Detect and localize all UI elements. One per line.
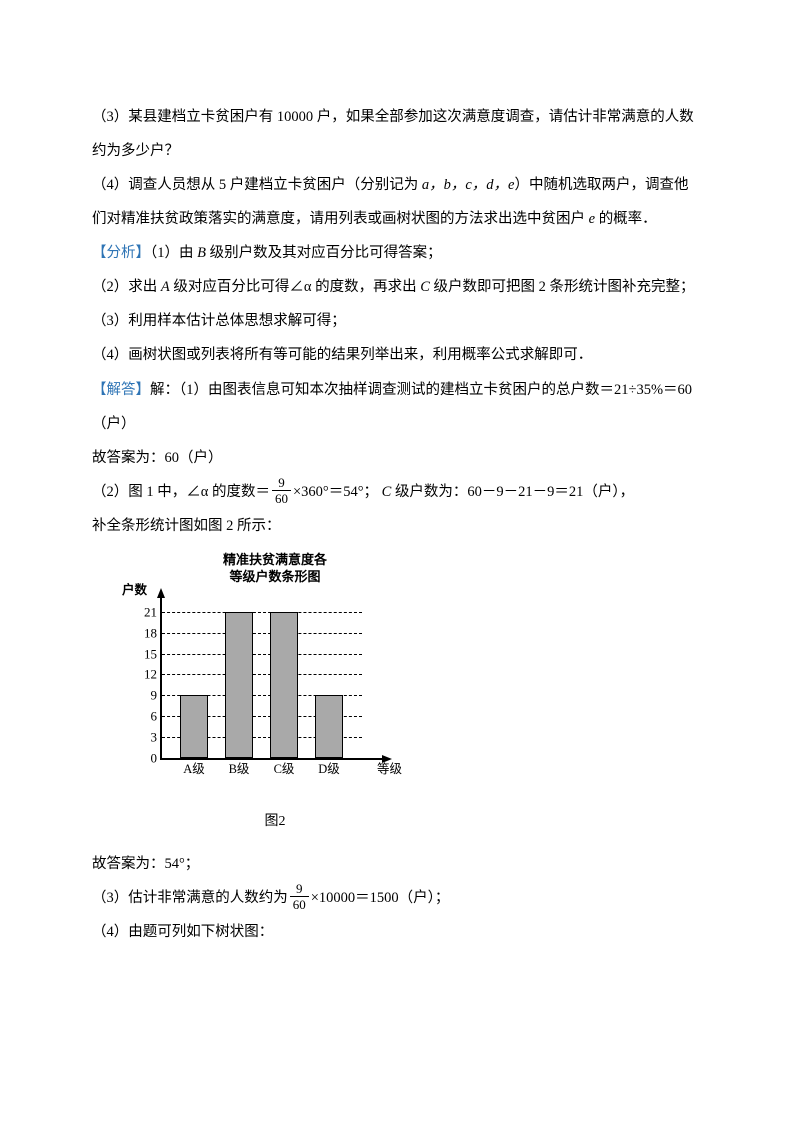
- a1b: 级别户数及其对应百分比可得答案；: [206, 245, 442, 261]
- solve-line-1: 【解答】解：（1）由图表信息可知本次抽样调查测试的建档立卡贫困户的总户数＝21÷…: [92, 373, 702, 441]
- analysis-line-3: （3）利用样本估计总体思想求解可得；: [92, 304, 702, 338]
- a2a: （2）求出: [92, 279, 161, 295]
- frac-num: 9: [290, 882, 309, 897]
- chart-title-l1: 精准扶贫满意度各: [223, 552, 327, 567]
- question-3: （3）某县建档立卡贫困户有 10000 户，如果全部参加这次满意度调查，请估计非…: [92, 100, 702, 168]
- y-tick-label: 9: [151, 689, 158, 702]
- chart-box: 户数 等级 036912151821A级B级C级D级: [120, 590, 390, 780]
- fraction-9-60-b: 960: [290, 882, 309, 911]
- question-4: （4）调查人员想从 5 户建档立卡贫困户（分别记为 a，b，c，d，e）中随机选…: [92, 168, 702, 236]
- frac-den: 60: [290, 897, 309, 911]
- x-axis-label: 等级: [377, 763, 402, 776]
- bar-chart: 精准扶贫满意度各 等级户数条形图 户数 等级 036912151821A级B级C…: [120, 551, 400, 839]
- analysis-line-2: （2）求出 A 级对应百分比可得∠α 的度数，再求出 C 级户数即可把图 2 条…: [92, 270, 702, 304]
- y-tick-label: 0: [151, 751, 158, 764]
- solve-line-2e: 故答案为：54°；: [92, 847, 702, 881]
- chart-title: 精准扶贫满意度各 等级户数条形图: [150, 551, 400, 586]
- bar: [315, 695, 343, 758]
- solve-label: 【解答】: [92, 382, 150, 398]
- plot-area: 等级 036912151821A级B级C级D级: [160, 598, 382, 760]
- y-tick-label: 6: [151, 710, 158, 723]
- solve-line-3: （3）估计非常满意的人数约为960×10000＝1500（户）；: [92, 881, 702, 915]
- solve-line-2d: 补全条形统计图如图 2 所示：: [92, 509, 702, 543]
- frac-den: 60: [272, 491, 291, 505]
- grid-line: [162, 674, 362, 675]
- bar: [180, 695, 208, 758]
- grid-line: [162, 654, 362, 655]
- bar: [225, 612, 253, 758]
- s2b: ×360°＝54°；: [293, 484, 382, 500]
- chart-caption: 图2: [150, 806, 400, 839]
- s2a: （2）图 1 中，∠α 的度数＝: [92, 484, 270, 500]
- s3a: （3）估计非常满意的人数约为: [92, 890, 288, 906]
- y-tick-label: 18: [144, 626, 157, 639]
- q4-vars: a，b，c，d，e: [422, 177, 515, 193]
- page-content: （3）某县建档立卡贫困户有 10000 户，如果全部参加这次满意度调查，请估计非…: [0, 0, 794, 999]
- arrow-y-icon: [157, 588, 165, 598]
- y-tick-label: 15: [144, 647, 157, 660]
- fraction-9-60-a: 960: [272, 476, 291, 505]
- y-tick-label: 21: [144, 605, 157, 618]
- grid-line: [162, 612, 362, 613]
- a2-A: A: [161, 279, 170, 295]
- x-tick-label: B级: [219, 763, 259, 776]
- y-axis-label: 户数: [122, 584, 147, 597]
- grid-line: [162, 633, 362, 634]
- x-tick-label: D级: [309, 763, 349, 776]
- solve-line-1b: 故答案为：60（户）: [92, 441, 702, 475]
- x-tick-label: A级: [174, 763, 214, 776]
- analysis-label: 【分析】: [92, 245, 150, 261]
- a2b: 级对应百分比可得∠α 的度数，再求出: [170, 279, 420, 295]
- a1-B: B: [197, 245, 206, 261]
- y-tick-label: 12: [144, 668, 157, 681]
- analysis-line-1: 【分析】（1）由 B 级别户数及其对应百分比可得答案；: [92, 236, 702, 270]
- a2-C: C: [420, 279, 430, 295]
- s1a: 解：（1）由图表信息可知本次抽样调查测试的建档立卡贫困户的总户数＝21÷35%＝…: [92, 382, 692, 432]
- frac-num: 9: [272, 476, 291, 491]
- y-tick-label: 3: [151, 731, 158, 744]
- s2c: 级户数为：60－9－21－9＝21（户），: [391, 484, 634, 500]
- s2-C: C: [382, 484, 392, 500]
- analysis-line-4: （4）画树状图或列表将所有等可能的结果列举出来，利用概率公式求解即可．: [92, 338, 702, 372]
- x-tick-label: C级: [264, 763, 304, 776]
- a1a: （1）由: [150, 245, 197, 261]
- solve-line-4: （4）由题可列如下树状图：: [92, 915, 702, 949]
- solve-line-2: （2）图 1 中，∠α 的度数＝960×360°＝54°； C 级户数为：60－…: [92, 475, 702, 509]
- s3b: ×10000＝1500（户）；: [311, 890, 450, 906]
- bar: [270, 612, 298, 758]
- q4-part-c: 的概率．: [595, 211, 657, 227]
- q4-part-a: （4）调查人员想从 5 户建档立卡贫困户（分别记为: [92, 177, 422, 193]
- a2c: 级户数即可把图 2 条形统计图补充完整；: [430, 279, 695, 295]
- chart-title-l2: 等级户数条形图: [229, 569, 320, 584]
